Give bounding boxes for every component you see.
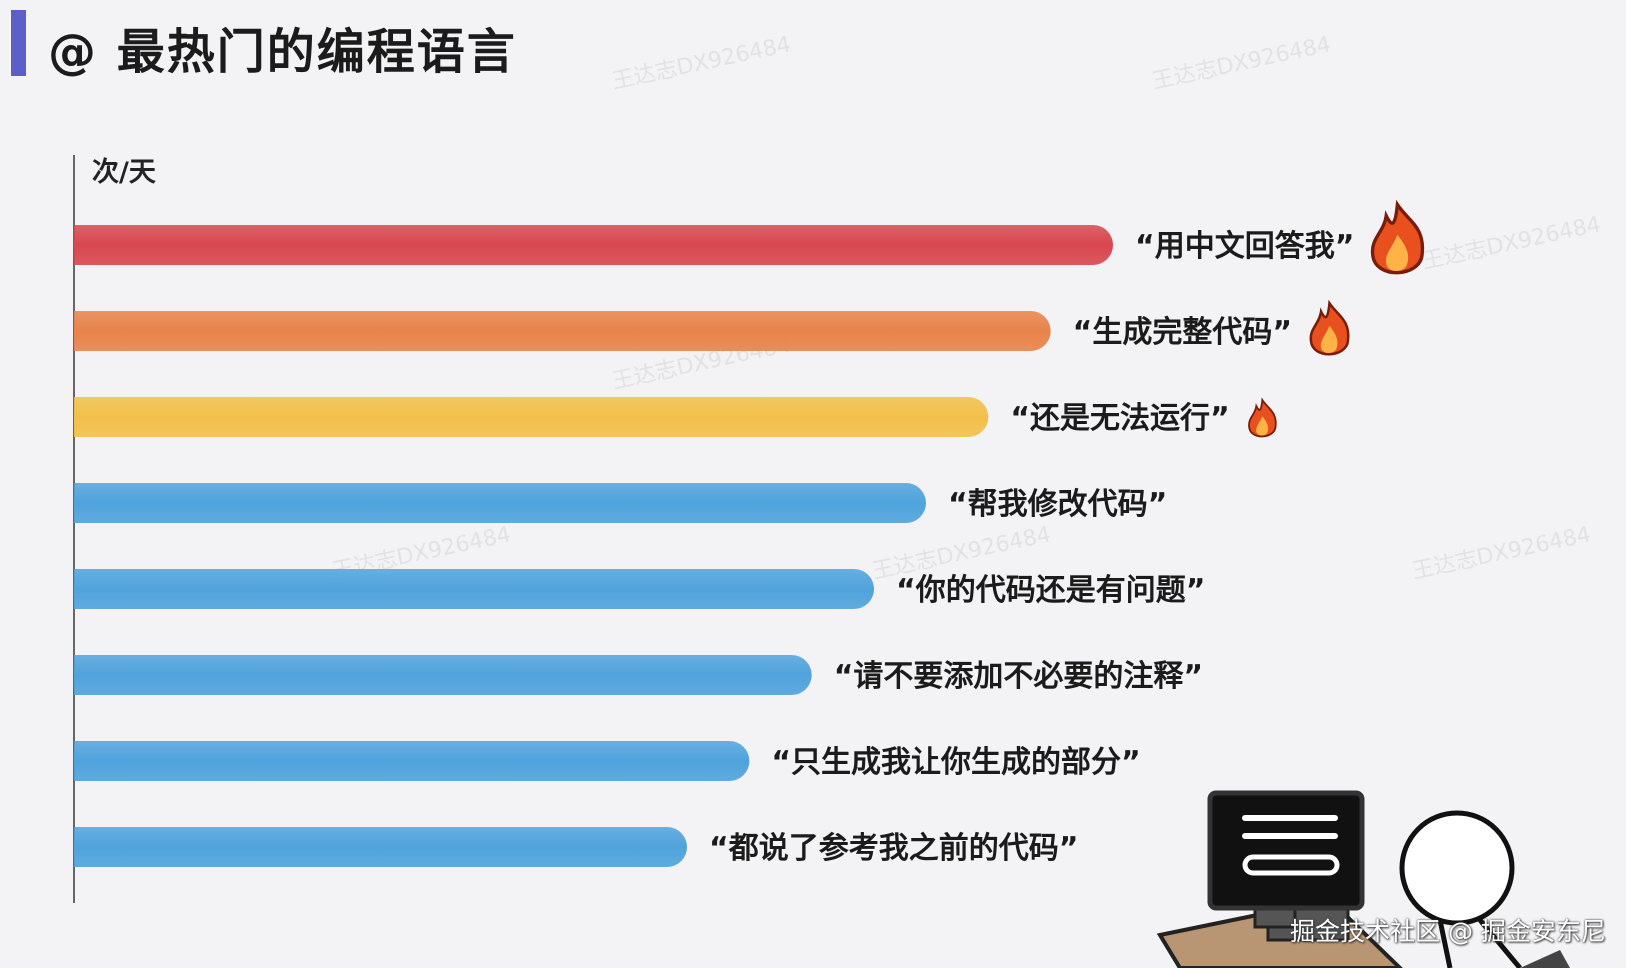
bar-label: “都说了参考我之前的代码” bbox=[709, 831, 1078, 866]
bar bbox=[74, 741, 750, 781]
bar-label: “生成完整代码” bbox=[1073, 315, 1292, 350]
programmer-illustration bbox=[1156, 790, 1570, 968]
stick-figure-head bbox=[1399, 810, 1515, 926]
bar bbox=[74, 397, 989, 437]
chart-title: @ 最热门的编程语言 bbox=[48, 24, 517, 80]
fire-icon bbox=[1248, 397, 1277, 438]
footer-watermark: 掘金技术社区 @ 掘金安东尼 bbox=[1290, 917, 1606, 946]
y-axis-line bbox=[73, 155, 75, 903]
bar bbox=[74, 311, 1051, 352]
bar-label: “请不要添加不必要的注释” bbox=[834, 659, 1203, 694]
bar bbox=[74, 655, 812, 695]
bar-label: “只生成我让你生成的部分” bbox=[771, 745, 1140, 780]
bar bbox=[74, 225, 1113, 265]
y-axis-unit-label: 次/天 bbox=[92, 157, 156, 188]
bar bbox=[74, 569, 875, 609]
bar bbox=[74, 483, 926, 523]
title-accent-bar bbox=[11, 10, 26, 76]
bar-label: “你的代码还是有问题” bbox=[896, 573, 1205, 608]
bar-label: “帮我修改代码” bbox=[948, 487, 1167, 522]
fire-icon bbox=[1309, 299, 1350, 356]
bar bbox=[74, 827, 688, 868]
bar-label: “还是无法运行” bbox=[1010, 401, 1229, 436]
monitor-icon bbox=[1207, 790, 1365, 911]
fire-icon bbox=[1370, 199, 1425, 275]
bar-label: “用中文回答我” bbox=[1135, 229, 1354, 264]
